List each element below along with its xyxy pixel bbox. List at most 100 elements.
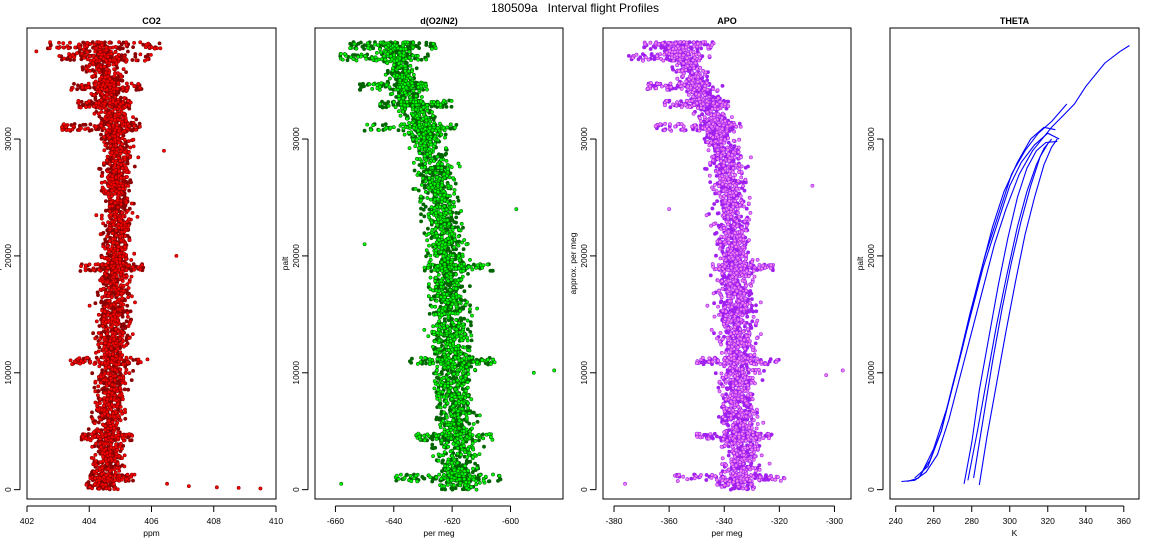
- data-point: [120, 433, 125, 438]
- data-point: [118, 370, 122, 375]
- data-point: [117, 454, 121, 459]
- data-point: [462, 477, 467, 482]
- data-point: [97, 68, 101, 72]
- data-point: [109, 200, 114, 204]
- data-point: [449, 104, 454, 109]
- data-point: [105, 397, 110, 402]
- data-point: [124, 257, 128, 261]
- data-point: [105, 54, 110, 59]
- data-point: [474, 413, 479, 418]
- data-point: [70, 53, 75, 58]
- data-point: [96, 449, 101, 454]
- data-point: [88, 476, 93, 481]
- data-point: [103, 437, 108, 442]
- data-point: [407, 359, 412, 364]
- data-point: [108, 376, 113, 381]
- data-point: [104, 199, 108, 204]
- data-point: [85, 50, 90, 55]
- data-point: [117, 190, 121, 195]
- data-point: [122, 453, 127, 458]
- data-point: [109, 407, 113, 412]
- data-point: [378, 50, 383, 55]
- data-point: [452, 220, 457, 224]
- y-tick-label: 30000: [3, 127, 13, 151]
- data-point: [115, 346, 120, 351]
- data-point: [121, 254, 125, 259]
- data-point: [102, 313, 107, 318]
- data-point: [117, 40, 122, 45]
- data-point: [138, 52, 143, 57]
- data-point: [99, 110, 104, 114]
- data-point: [114, 150, 119, 155]
- data-point: [450, 217, 455, 222]
- data-point: [105, 128, 110, 133]
- data-point: [490, 268, 495, 273]
- data-point: [152, 46, 157, 51]
- data-point: [383, 122, 388, 127]
- data-point: [126, 314, 130, 319]
- data-point: [103, 341, 108, 346]
- data-point: [116, 155, 121, 160]
- data-point: [91, 104, 96, 109]
- data-point: [132, 267, 137, 272]
- data-point: [465, 327, 470, 332]
- data-point: [427, 207, 432, 212]
- data-point: [84, 263, 88, 268]
- data-point: [61, 45, 66, 50]
- data-point: [141, 42, 146, 47]
- data-point: [137, 85, 142, 90]
- data-point: [118, 404, 123, 409]
- data-point: [111, 482, 116, 487]
- data-point: [92, 93, 97, 97]
- data-point: [99, 341, 104, 346]
- data-point: [94, 46, 99, 51]
- data-point: [97, 90, 102, 95]
- data-point: [111, 302, 116, 307]
- data-point: [98, 460, 103, 465]
- data-point: [107, 76, 112, 81]
- data-point: [90, 371, 95, 376]
- data-point: [99, 262, 104, 267]
- data-point: [96, 40, 101, 45]
- data-point: [145, 357, 150, 362]
- data-point: [108, 58, 113, 63]
- data-point: [94, 463, 99, 468]
- data-point: [448, 126, 453, 131]
- data-point: [104, 327, 108, 332]
- data-point: [98, 441, 103, 446]
- data-point: [126, 286, 131, 290]
- data-point: [93, 49, 98, 54]
- data-point: [118, 386, 122, 391]
- data-point: [93, 79, 98, 84]
- data-point: [102, 161, 106, 166]
- data-point: [136, 357, 141, 362]
- data-point: [123, 371, 128, 375]
- data-point: [123, 407, 127, 412]
- data-point: [125, 472, 130, 477]
- data-point: [435, 375, 439, 380]
- data-point: [115, 198, 120, 203]
- data-point: [119, 342, 124, 347]
- data-point: [127, 188, 132, 193]
- data-point: [124, 43, 129, 48]
- data-point: [473, 461, 478, 466]
- data-point: [126, 387, 131, 392]
- data-point: [106, 184, 111, 189]
- outlier-point: [34, 49, 39, 54]
- data-point: [100, 466, 105, 471]
- data-point: [468, 257, 472, 262]
- data-point: [125, 161, 130, 166]
- data-point: [107, 104, 112, 109]
- data-point: [107, 432, 112, 437]
- data-point: [121, 261, 126, 266]
- data-point: [122, 464, 127, 469]
- data-point: [425, 226, 430, 231]
- data-point: [458, 375, 463, 380]
- data-point: [411, 92, 415, 96]
- data-point: [108, 238, 113, 243]
- data-point: [362, 128, 367, 133]
- data-point: [129, 81, 134, 86]
- data-point: [108, 101, 113, 105]
- data-point: [103, 433, 108, 438]
- data-point: [99, 98, 104, 103]
